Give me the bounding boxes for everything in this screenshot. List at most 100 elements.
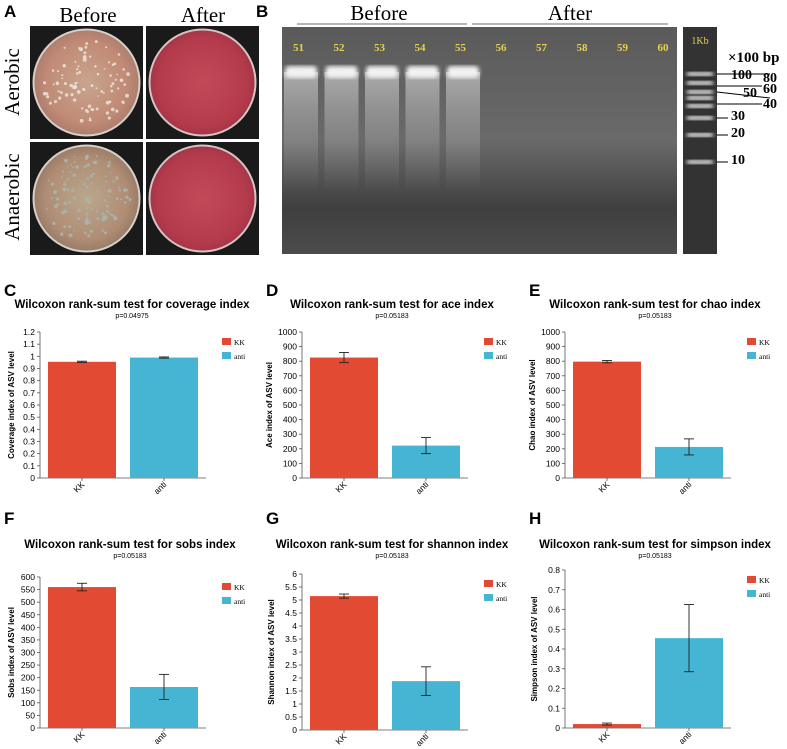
colony [95, 154, 98, 157]
lane-label: 56 [496, 42, 508, 54]
colony [61, 74, 64, 77]
lane-label: 53 [374, 42, 386, 54]
colony [68, 225, 72, 229]
colony [107, 189, 112, 193]
colony [97, 95, 99, 97]
gel-group-after: After [548, 1, 592, 25]
colony [53, 99, 58, 104]
colony [101, 218, 104, 221]
legend-swatch [747, 576, 756, 583]
ladder-band [687, 160, 713, 164]
colony [82, 55, 87, 59]
legend-swatch [222, 583, 231, 590]
panel-a-plates: Before After Anaerobic Aerobic [0, 3, 259, 255]
colony [64, 158, 68, 163]
legend-label: KK [496, 338, 507, 347]
legend-label: KK [759, 576, 770, 585]
colony [85, 212, 89, 216]
y-tick-label: 400 [283, 415, 297, 425]
ladder-band [687, 81, 713, 85]
bar-kk [573, 361, 641, 478]
y-tick-label: 900 [546, 342, 560, 352]
colony [76, 90, 81, 94]
colony [105, 180, 108, 183]
colony [42, 91, 47, 96]
colony [106, 164, 111, 168]
panel-letter: H [529, 509, 541, 528]
colony [82, 88, 84, 90]
colony [53, 204, 58, 209]
colony [95, 87, 98, 90]
y-tick-label: 0.4 [548, 644, 560, 654]
chart-d: D Wilcoxon rank-sum test for ace index p=0… [265, 281, 507, 496]
y-tick-label: 0.8 [23, 376, 35, 386]
legend-label: anti [759, 352, 770, 361]
x-tick-label: anti [677, 479, 694, 496]
dna-band [325, 66, 358, 78]
dna-smear [324, 72, 359, 192]
colony [74, 198, 77, 201]
marker-label: 80 [763, 71, 777, 86]
colony [84, 218, 89, 223]
y-tick-label: 3 [292, 647, 297, 657]
y-tick-label: 0.6 [23, 400, 35, 410]
ladder-band [687, 133, 713, 137]
chart-subtitle: p=0.05183 [638, 313, 671, 320]
ladder-band [687, 90, 713, 94]
colony [117, 186, 120, 189]
colony [87, 234, 91, 238]
colony [93, 160, 98, 165]
chart-title: Wilcoxon rank-sum test for ace index [290, 299, 494, 311]
marker-label: 100 [731, 68, 752, 83]
y-tick-label: 0.5 [285, 712, 297, 722]
colony [63, 46, 66, 49]
colony [125, 195, 129, 199]
colony [94, 40, 98, 44]
colony [86, 215, 89, 218]
colony [112, 180, 115, 183]
x-tick-label: anti [677, 729, 694, 746]
y-tick-label: 200 [21, 673, 35, 683]
colony [56, 202, 60, 206]
y-tick-label: 600 [283, 385, 297, 395]
colony [61, 77, 64, 80]
bar-anti [130, 357, 198, 478]
chart-subtitle: p=0.05183 [113, 553, 146, 560]
colony [85, 42, 89, 45]
chart-title: Wilcoxon rank-sum test for simpson index [539, 539, 771, 551]
colony [109, 74, 112, 77]
colony [89, 229, 93, 233]
colony [90, 84, 94, 88]
colony [105, 100, 110, 105]
colony [88, 221, 91, 224]
colony [101, 212, 105, 215]
y-tick-label: 0 [555, 473, 560, 483]
colony [107, 61, 111, 64]
y-tick-label: 1.5 [285, 686, 297, 696]
y-tick-label: 0.7 [23, 388, 35, 398]
panel-letter-a: A [4, 2, 17, 21]
colony [105, 209, 109, 213]
colony [73, 160, 76, 163]
legend-label: anti [234, 597, 245, 606]
panel-letter: F [4, 509, 14, 528]
y-tick-label: 1 [30, 351, 35, 361]
y-tick-label: 0 [292, 725, 297, 735]
panel-letter: C [4, 281, 16, 300]
y-tick-label: 0.5 [23, 412, 35, 422]
legend-swatch [484, 338, 493, 345]
colony [117, 87, 120, 90]
panel-letter: G [266, 509, 279, 528]
colony [113, 62, 117, 66]
colony [64, 93, 69, 97]
colony [53, 190, 58, 194]
colony [83, 183, 86, 186]
legend-swatch [222, 597, 231, 604]
bar-kk [48, 587, 116, 728]
gel-group-before: Before [350, 1, 407, 25]
colony [115, 109, 119, 113]
chart-subtitle: p=0.05183 [638, 553, 671, 560]
colony [104, 175, 107, 178]
colony [115, 197, 119, 200]
colony [47, 179, 50, 182]
